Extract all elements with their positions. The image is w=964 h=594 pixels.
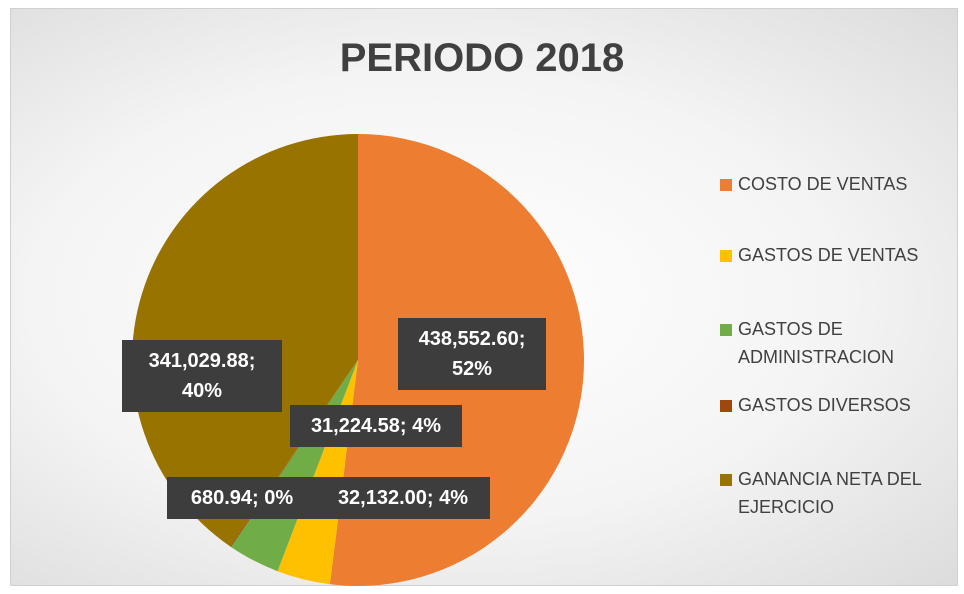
data-label: 341,029.88; 40% bbox=[122, 340, 282, 412]
legend-swatch bbox=[720, 250, 732, 262]
legend-label: GASTOS DIVERSOS bbox=[738, 395, 911, 415]
legend-label: GASTOS DE ADMINISTRACION bbox=[738, 319, 895, 367]
legend-swatch bbox=[720, 474, 732, 486]
legend-item: GASTOS DE VENTAS bbox=[720, 241, 948, 269]
data-label: 438,552.60; 52% bbox=[398, 318, 546, 390]
legend-label: GANANCIA NETA DEL EJERCICIO bbox=[738, 469, 922, 517]
legend-label: COSTO DE VENTAS bbox=[738, 174, 908, 194]
legend-item: GANANCIA NETA DEL EJERCICIO bbox=[720, 465, 948, 521]
data-label: 31,224.58; 4% bbox=[290, 405, 462, 447]
legend-item: GASTOS DIVERSOS bbox=[720, 391, 948, 419]
legend-label: GASTOS DE VENTAS bbox=[738, 245, 919, 265]
data-label: 680.94; 0% bbox=[167, 477, 317, 519]
legend-swatch bbox=[720, 324, 732, 336]
legend-swatch bbox=[720, 179, 732, 191]
data-label: 32,132.00; 4% bbox=[316, 477, 490, 519]
legend-swatch bbox=[720, 400, 732, 412]
chart-title: PERIODO 2018 bbox=[339, 36, 625, 80]
legend-item: GASTOS DE ADMINISTRACION bbox=[720, 315, 948, 371]
legend-item: COSTO DE VENTAS bbox=[720, 170, 948, 198]
